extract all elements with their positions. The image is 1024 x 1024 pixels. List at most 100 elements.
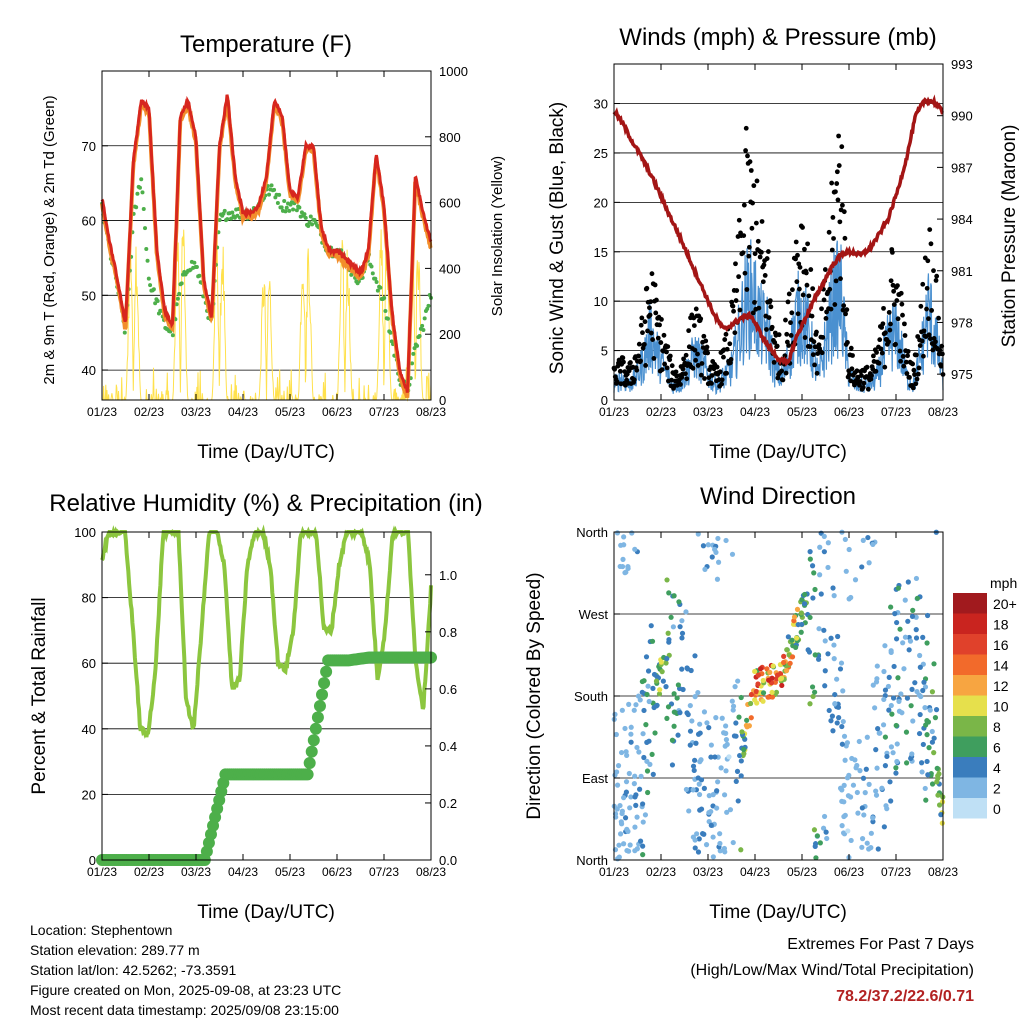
direction-point [909, 613, 916, 620]
direction-point [674, 695, 680, 701]
direction-point [738, 847, 744, 853]
direction-point [708, 754, 714, 760]
direction-point [830, 585, 836, 591]
winds-ylabel: Sonic Wind & Gust (Blue, Black) [547, 102, 568, 374]
gust-point [910, 385, 916, 391]
direction-point [830, 728, 836, 734]
gust-point [829, 247, 835, 253]
direction-point [734, 768, 741, 774]
direction-point [640, 731, 646, 737]
speed-legend-swatch [953, 675, 987, 696]
direction-point [634, 814, 640, 820]
direction-point [701, 785, 707, 791]
speed-legend-label: 6 [993, 740, 1001, 756]
direction-point [713, 715, 719, 721]
direction-title: Wind Direction [700, 483, 856, 510]
dewpoint-point [279, 205, 284, 210]
gust-point [698, 316, 704, 322]
gust-point [780, 377, 786, 383]
gust-point [788, 320, 793, 326]
gust-point [612, 366, 618, 372]
direction-point [888, 702, 894, 709]
direction-point [821, 627, 827, 633]
dewpoint-point [148, 283, 153, 288]
gust-point [891, 302, 897, 307]
gust-point [752, 300, 757, 305]
direction-point [679, 630, 686, 636]
gust-point [827, 286, 833, 292]
gust-point [641, 341, 647, 347]
direction-point [824, 835, 830, 842]
rh-y-label: 40 [82, 722, 96, 737]
dewpoint-point [411, 351, 416, 356]
gust-point [924, 306, 929, 312]
direction-point [637, 697, 643, 703]
gust-point [806, 293, 812, 299]
info-location: Location: Stephentown [30, 922, 173, 938]
direction-point [649, 638, 656, 644]
gust-point [771, 359, 777, 365]
direction-point [893, 636, 900, 642]
gust-point [849, 366, 855, 372]
direction-point [936, 802, 943, 808]
gust-point [888, 278, 894, 284]
direction-point [908, 755, 914, 762]
direction-point [683, 609, 689, 615]
direction-point [854, 789, 860, 796]
direction-point [723, 730, 729, 736]
dewpoint-point [272, 187, 277, 192]
direction-point [866, 560, 872, 566]
gust-point [703, 338, 709, 344]
direction-point [679, 666, 685, 672]
direction-point [825, 564, 831, 571]
gust-point [901, 363, 907, 369]
direction-point [739, 729, 745, 735]
direction-point [927, 707, 933, 713]
gust-point [914, 376, 920, 382]
pressure-y-label: 987 [951, 160, 973, 175]
x-tick-label: 04/23 [228, 405, 258, 419]
x-tick-label: 08/23 [416, 405, 446, 419]
direction-point [692, 837, 698, 843]
direction-point [688, 667, 694, 674]
direction-point [890, 750, 896, 756]
gust-point [886, 339, 891, 345]
dewpoint-point [297, 205, 302, 210]
humidity-plot [96, 524, 437, 866]
dewpoint-point [140, 190, 145, 195]
dewpoint-point [139, 177, 144, 182]
direction-point [812, 843, 818, 849]
direction-point [870, 815, 876, 821]
direction-point [719, 715, 725, 721]
direction-point [842, 812, 848, 818]
speed-legend-swatch [953, 716, 987, 737]
direction-point [612, 711, 618, 717]
direction-point [694, 831, 700, 837]
direction-point [862, 790, 868, 796]
gust-point [691, 323, 697, 329]
x-tick-label: 01/23 [87, 865, 117, 879]
dewpoint-point [135, 191, 140, 196]
precip-point [303, 757, 316, 770]
gust-point [785, 299, 791, 305]
direction-point [683, 786, 690, 793]
direction-point [703, 842, 710, 848]
dewpoint-point [151, 287, 156, 292]
gust-point [743, 125, 749, 131]
direction-point [695, 531, 701, 537]
direction-point [645, 683, 651, 689]
gust-point [667, 357, 673, 363]
direction-point [846, 546, 852, 553]
direction-point [721, 792, 728, 798]
dir-y-label: West [579, 607, 609, 622]
gust-point [655, 335, 661, 341]
speed-legend-label: 8 [993, 719, 1001, 735]
direction-point [698, 777, 705, 783]
dewpoint-point [267, 192, 272, 197]
direction-point [702, 566, 708, 572]
direction-point [909, 686, 915, 692]
dewpoint-point [291, 207, 296, 212]
direction-point [890, 695, 897, 701]
direction-point [910, 607, 916, 613]
direction-point [760, 677, 766, 684]
